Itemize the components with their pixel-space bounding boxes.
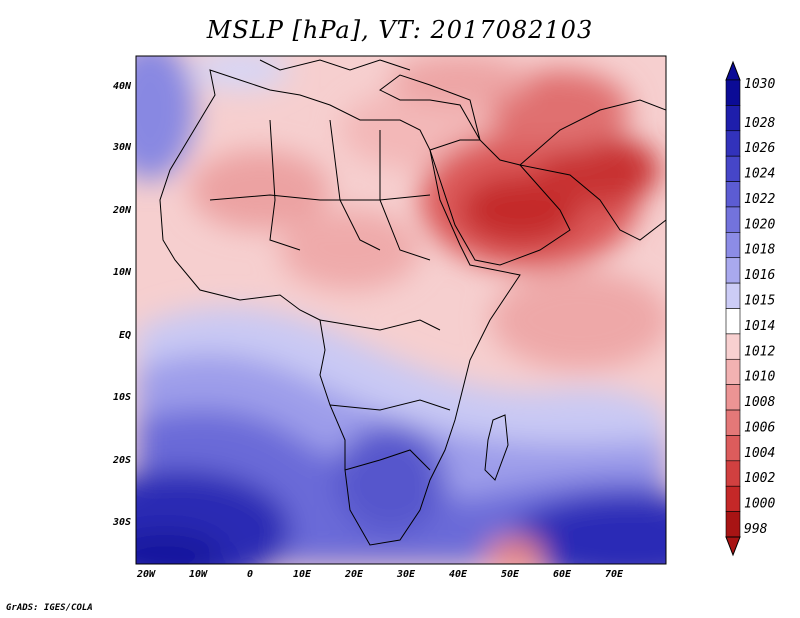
longitude-labels: 20W 10W 0 10E 20E 30E 40E 50E 60E 70E	[136, 569, 624, 580]
colorbar-swatch	[725, 79, 741, 106]
lon-label-20w: 20W	[136, 569, 156, 580]
lat-label-40n: 40N	[113, 81, 132, 92]
lon-label-0: 0	[247, 569, 253, 580]
lon-label-40e: 40E	[449, 569, 468, 580]
colorbar-label: 1030	[744, 77, 775, 92]
colorbar-label: 1002	[744, 471, 775, 486]
colorbar-label: 1026	[744, 141, 775, 156]
lon-label-50e: 50E	[501, 569, 520, 580]
colorbar-label: 1004	[744, 446, 775, 461]
colorbar-label: 1020	[744, 217, 775, 232]
colorbar-swatch	[725, 333, 741, 360]
colorbar-label: 1022	[744, 192, 775, 207]
lat-label-10s: 10S	[113, 392, 131, 403]
map-title: MSLP [hPa], VT: 2017082103	[206, 16, 594, 44]
colorbar-swatch	[725, 308, 741, 335]
colorbar-bottom-arrow	[725, 536, 741, 557]
colorbar: 1030 1028 1026 1024 1022 1020 1018 1016 1015 1014…	[725, 60, 775, 557]
colorbar-label: 1014	[744, 319, 775, 334]
colorbar-swatch	[725, 181, 741, 208]
colorbar-label: 1018	[744, 243, 775, 258]
colorbar-swatch	[725, 206, 741, 233]
colorbar-swatch	[725, 460, 741, 487]
lat-label-20n: 20N	[112, 205, 132, 216]
pressure-field	[136, 56, 666, 564]
colorbar-swatch	[725, 232, 741, 259]
colorbar-label: 1010	[744, 370, 775, 385]
lon-label-20e: 20E	[344, 569, 364, 580]
colorbar-label: 1016	[744, 268, 775, 283]
lat-label-10n: 10N	[113, 267, 132, 278]
colorbar-label: 1015	[744, 294, 775, 309]
colorbar-swatch	[725, 257, 741, 284]
colorbar-swatch	[725, 282, 741, 309]
colorbar-swatch	[725, 409, 741, 436]
lon-label-10w: 10W	[189, 569, 208, 580]
coastlines	[159, 59, 666, 546]
colorbar-swatch	[725, 155, 741, 182]
grads-credit: GrADS: IGES/COLA	[6, 603, 93, 613]
colorbar-swatch	[725, 485, 741, 512]
lat-label-eq: EQ	[119, 330, 131, 341]
colorbar-top-arrow	[725, 60, 741, 81]
colorbar-label: 1006	[744, 420, 775, 435]
colorbar-swatch	[725, 511, 741, 538]
colorbar-label: 1024	[744, 167, 775, 182]
lat-label-30n: 30N	[112, 142, 132, 153]
latitude-labels: 40N 30N 20N 10N EQ 10S 20S 30S	[112, 81, 132, 528]
colorbar-label: 1008	[744, 395, 775, 410]
colorbar-swatch	[725, 105, 741, 132]
lon-label-30e: 30E	[396, 569, 416, 580]
colorbar-label: 1012	[744, 344, 775, 359]
lon-label-70e: 70E	[605, 569, 624, 580]
colorbar-swatch	[725, 384, 741, 411]
colorbar-label: 1000	[744, 497, 775, 512]
colorbar-label: 998	[744, 522, 768, 537]
lat-label-20s: 20S	[112, 455, 131, 466]
colorbar-swatch	[725, 130, 741, 157]
lat-label-30s: 30S	[112, 517, 131, 528]
colorbar-swatch	[725, 358, 741, 385]
colorbar-label: 1028	[744, 116, 775, 131]
lon-label-60e: 60E	[553, 569, 572, 580]
colorbar-swatch	[725, 435, 741, 462]
lon-label-10e: 10E	[293, 569, 312, 580]
